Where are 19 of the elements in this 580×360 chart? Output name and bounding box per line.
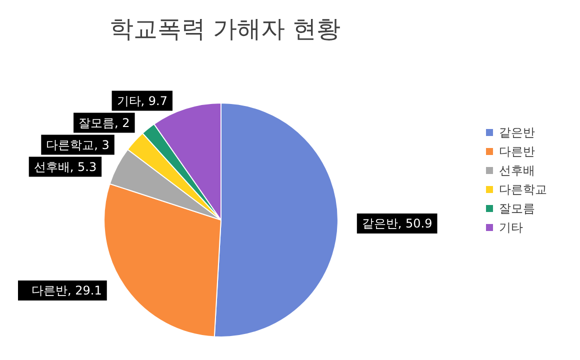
data-label: , 3 bbox=[94, 138, 110, 152]
data-label: , 5.3 bbox=[70, 160, 97, 174]
legend-label: 같은반 bbox=[499, 126, 535, 140]
data-label: , 29.1 bbox=[68, 284, 102, 298]
slice-label: 잘모름 bbox=[78, 116, 115, 130]
legend-label: 잘모름 bbox=[499, 202, 535, 216]
legend-label: 다른학교 bbox=[499, 182, 547, 196]
slice-label: 선후배 bbox=[34, 160, 70, 174]
legend-label: 다른반 bbox=[499, 144, 535, 158]
data-label: , 2 bbox=[114, 116, 130, 130]
data-label: , 9.7 bbox=[140, 94, 168, 108]
data-label: , 50.9 bbox=[398, 216, 432, 231]
slice-label: 같은반 bbox=[362, 216, 398, 231]
legend-label: 선후배 bbox=[499, 164, 535, 178]
slice-label: 기타 bbox=[116, 94, 141, 108]
slice-label: 다른학교 bbox=[46, 138, 94, 152]
legend-label: 기타 bbox=[499, 220, 523, 234]
slice-label: 다른반 bbox=[32, 284, 68, 298]
chart-title: 학교폭력 가해자 현황 bbox=[109, 15, 341, 43]
